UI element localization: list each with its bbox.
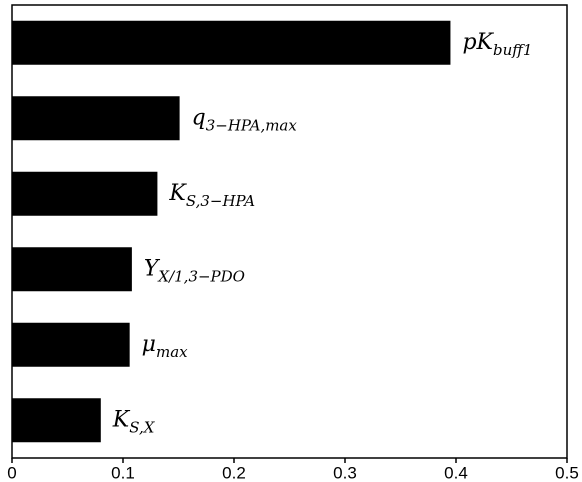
label-sub: X/1,3−PDO <box>157 267 245 285</box>
x-tick-label: 0.4 <box>444 463 468 482</box>
bar-label: KS,3−HPA <box>168 181 255 210</box>
label-base: μ <box>142 332 156 357</box>
bar-label: YX/1,3−PDO <box>144 256 245 285</box>
bar-label: pKbuff1 <box>462 30 532 59</box>
x-tick-label: 0 <box>7 463 16 482</box>
x-tick-label: 0.3 <box>333 463 357 482</box>
bar <box>12 398 101 443</box>
label-base: Y <box>144 256 161 281</box>
label-base: pK <box>462 30 494 55</box>
label-sub: 3−HPA,max <box>206 116 298 134</box>
label-sub: buff1 <box>493 41 532 59</box>
bar-label: μmax <box>142 332 188 361</box>
x-tick-label: 0.5 <box>555 463 579 482</box>
bar <box>12 171 158 216</box>
label-base: q <box>192 105 206 130</box>
bar-label: KS,X <box>112 407 156 436</box>
bar-label: q3−HPA,max <box>192 105 298 134</box>
label-sub: S,X <box>129 418 156 436</box>
label-base: K <box>112 407 131 432</box>
x-tick-label: 0.1 <box>111 463 135 482</box>
x-tick-label: 0.2 <box>222 463 246 482</box>
label-sub: max <box>156 343 188 361</box>
label-base: K <box>168 181 187 206</box>
plot-frame <box>11 4 568 459</box>
bar <box>12 247 132 292</box>
bar <box>12 322 130 367</box>
label-sub: S,3−HPA <box>186 192 255 210</box>
bar <box>12 20 451 65</box>
bar <box>12 96 180 141</box>
